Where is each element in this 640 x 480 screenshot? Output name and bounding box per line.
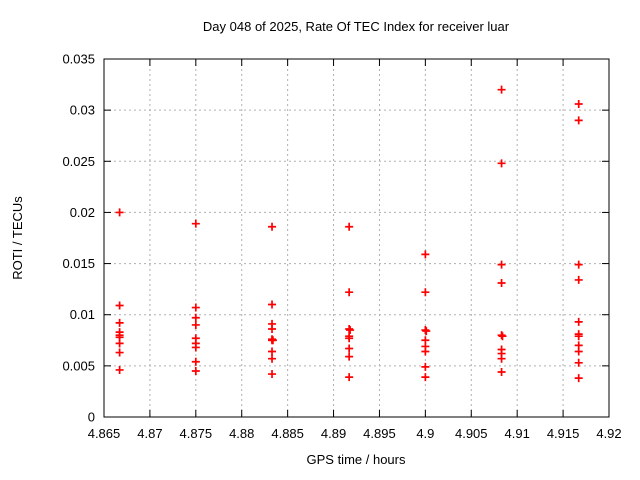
data-point-marker: [421, 347, 430, 356]
data-point-marker: [574, 260, 583, 269]
data-point-marker: [497, 331, 506, 340]
chart-title: Day 048 of 2025, Rate Of TEC Index for r…: [203, 19, 510, 34]
data-point-marker: [574, 358, 583, 367]
data-point-marker: [345, 334, 354, 343]
x-axis-label: GPS time / hours: [307, 452, 406, 467]
x-tick-label: 4.895: [363, 426, 396, 441]
data-point-marker: [345, 352, 354, 361]
x-tick-label: 4.915: [547, 426, 580, 441]
data-point-marker: [115, 318, 124, 327]
x-tick-label: 4.92: [596, 426, 621, 441]
data-point-marker: [421, 288, 430, 297]
data-point-marker: [268, 325, 277, 334]
x-tick-label: 4.89: [321, 426, 346, 441]
tick-layer: [103, 58, 610, 418]
x-tick-label: 4.875: [180, 426, 213, 441]
x-tick-label: 4.87: [137, 426, 162, 441]
data-point-marker: [191, 357, 200, 366]
x-tick-label: 4.905: [455, 426, 488, 441]
data-point-marker: [191, 366, 200, 375]
data-point-marker: [422, 327, 431, 336]
data-point-marker: [345, 222, 354, 231]
y-tick-label: 0.035: [62, 52, 95, 67]
x-tick-label: 4.885: [271, 426, 304, 441]
x-tick-label: 4.9: [416, 426, 434, 441]
data-point-marker: [191, 343, 200, 352]
data-point-marker: [268, 347, 277, 356]
data-point-marker: [497, 279, 506, 288]
data-point-marker: [498, 332, 507, 341]
x-tick-label: 4.865: [88, 426, 121, 441]
data-point-marker: [574, 275, 583, 284]
data-point-marker: [421, 326, 430, 335]
data-point-marker: [421, 373, 430, 382]
data-point-marker: [574, 116, 583, 125]
data-point-marker: [115, 348, 124, 357]
y-tick-label: 0.025: [62, 154, 95, 169]
data-point-marker: [191, 320, 200, 329]
data-point-marker: [268, 354, 277, 363]
data-point-marker: [574, 317, 583, 326]
data-point-marker: [115, 301, 124, 310]
data-point-marker: [497, 354, 506, 363]
data-point-marker: [421, 362, 430, 371]
data-point-marker: [191, 313, 200, 322]
y-tick-label: 0.02: [70, 205, 95, 220]
data-point-marker: [268, 370, 277, 379]
y-tick-label: 0: [88, 410, 95, 425]
y-tick-label: 0.03: [70, 103, 95, 118]
data-points-layer: [115, 85, 583, 383]
data-point-marker: [345, 288, 354, 297]
data-point-marker: [574, 100, 583, 109]
y-tick-label: 0.015: [62, 256, 95, 271]
data-point-marker: [115, 339, 124, 348]
data-point-marker: [574, 347, 583, 356]
data-point-marker: [497, 260, 506, 269]
x-tick-label: 4.91: [505, 426, 530, 441]
x-tick-label: 4.88: [229, 426, 254, 441]
data-point-marker: [115, 365, 124, 374]
tick-label-layer: 4.865 4.87 4.875 4.88 4.885 4.89 4.895 4.9 4.905…: [62, 52, 621, 442]
data-point-marker: [421, 250, 430, 259]
y-tick-label: 0.005: [62, 358, 95, 373]
data-point-marker: [345, 373, 354, 382]
data-point-marker: [574, 374, 583, 383]
data-point-marker: [497, 159, 506, 168]
data-point-marker: [574, 332, 583, 341]
grid-layer: [103, 58, 610, 418]
data-point-marker: [346, 326, 355, 335]
data-point-marker: [268, 336, 277, 345]
data-point-marker: [268, 222, 277, 231]
data-point-marker: [497, 85, 506, 94]
data-point-marker: [345, 344, 354, 353]
y-axis-label: ROTI / TECUs: [10, 196, 25, 280]
data-point-marker: [497, 367, 506, 376]
y-tick-label: 0.01: [70, 307, 95, 322]
data-point-marker: [191, 303, 200, 312]
data-point-marker: [191, 219, 200, 228]
data-point-marker: [268, 300, 277, 309]
plot-border: [103, 58, 610, 418]
data-point-marker: [345, 325, 354, 334]
data-point-marker: [115, 208, 124, 217]
